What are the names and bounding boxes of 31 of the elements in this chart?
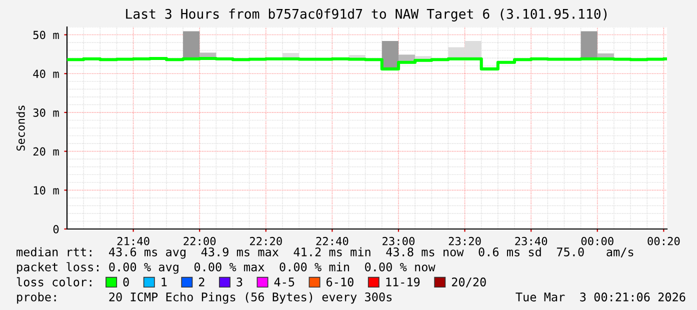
x-tick-label: 23:00 <box>382 236 414 246</box>
y-tick-label: 40 m <box>33 70 59 78</box>
legend-title: loss color: <box>16 277 92 286</box>
x-tick-label: 21:40 <box>117 236 150 246</box>
legend-label: 3 <box>236 278 242 286</box>
y-tick-label: 30 m <box>33 108 59 117</box>
text: median rtt: 43.6 ms avg 43.9 ms max 41.2 ms min 43.8 ms now 0.6 ms sd 75.0 am/s <box>16 247 634 259</box>
y-tick-label: 10 m <box>34 186 59 195</box>
legend-label: 20/20 <box>452 278 486 288</box>
legend-label: 1 <box>162 278 167 286</box>
y-tick-label: 20 m <box>33 147 59 156</box>
y-axis-title: Seconds <box>16 106 25 151</box>
y-tick-label: 50 m <box>33 30 59 40</box>
x-tick-label: 22:40 <box>316 236 348 246</box>
bar <box>580 31 598 60</box>
y-tick-label: 0 <box>53 225 59 234</box>
x-tick-label: 22:00 <box>184 236 216 246</box>
x-tick-label: 00:00 <box>581 236 614 246</box>
text: Tue Mar 3 00:21:06 2026 <box>516 292 686 302</box>
legend-label: 11-19 <box>386 278 420 286</box>
text: probe: 20 ICMP Echo Pings (56 Bytes) every 300s <box>17 292 392 304</box>
text: packet loss: 0.00 % avg 0.00 % max 0.00 % min 0.00 % now <box>17 262 436 274</box>
x-tick-label: 23:40 <box>515 236 548 246</box>
legend-label: 6-10 <box>326 278 354 286</box>
legend-label: 2 <box>199 278 204 286</box>
legend-label: 4-5 <box>274 278 294 286</box>
legend-label: 0 <box>123 278 129 286</box>
x-tick-label: 23:20 <box>448 236 481 246</box>
x-tick-label: 22:20 <box>250 236 282 246</box>
x-tick-label: 00:20 <box>648 236 680 246</box>
chart-title: Last 3 Hours from b757ac0f91d7 to NAW Target 6 (3.101.95.110) <box>126 8 607 22</box>
